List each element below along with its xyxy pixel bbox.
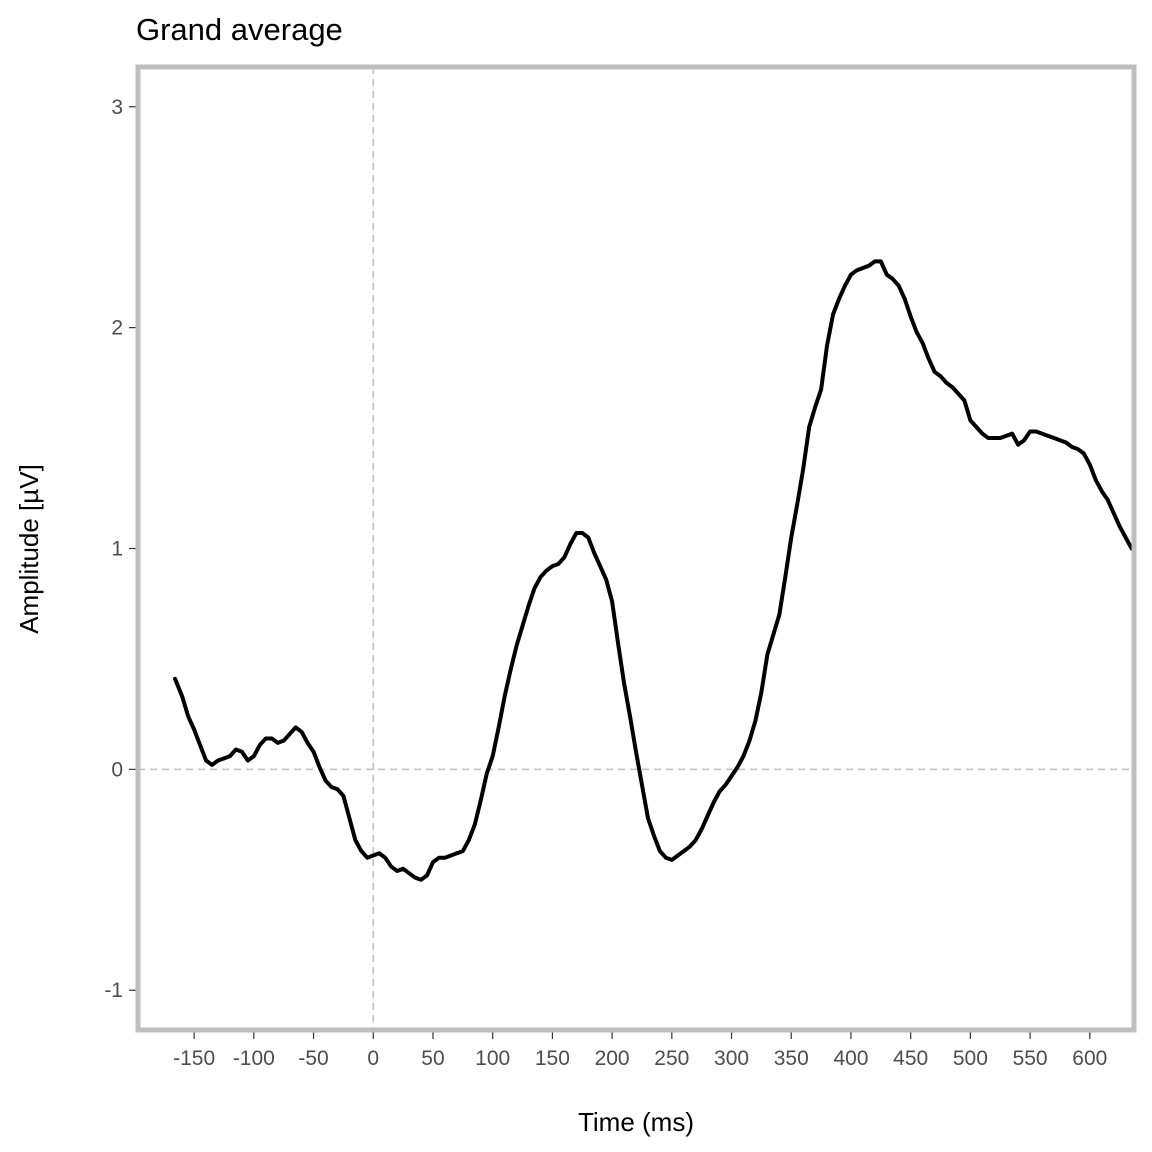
x-tick-label: 150 — [535, 1047, 570, 1070]
y-tick-label: 0 — [111, 758, 123, 781]
x-tick-label: 300 — [714, 1047, 749, 1070]
chart-title: Grand average — [136, 12, 343, 47]
x-tick-label: 250 — [654, 1047, 689, 1070]
y-axis: -1 0 1 2 3 — [104, 96, 136, 1002]
x-axis: -150 -100 -50 0 50 100 150 200 250 300 350 400 450 50… — [173, 1032, 1107, 1070]
x-tick-label: 400 — [833, 1047, 868, 1070]
y-tick-label: 2 — [111, 317, 123, 340]
x-tick-label: 600 — [1072, 1047, 1107, 1070]
x-tick-label: 500 — [953, 1047, 988, 1070]
x-tick-label: -150 — [173, 1047, 215, 1070]
x-tick-label: 0 — [367, 1047, 379, 1070]
x-tick-label: -100 — [233, 1047, 275, 1070]
x-tick-label: 100 — [475, 1047, 510, 1070]
plot-area — [138, 67, 1134, 1030]
y-axis-label: Amplitude [µV] — [14, 464, 44, 634]
y-tick-label: 3 — [111, 96, 123, 119]
y-tick-label: 1 — [111, 538, 123, 561]
x-tick-label: -50 — [298, 1047, 328, 1070]
x-tick-label: 350 — [774, 1047, 809, 1070]
y-tick-label: -1 — [104, 979, 123, 1002]
x-tick-label: 50 — [421, 1047, 444, 1070]
plot-panel-border — [135, 64, 1137, 1033]
x-axis-label: Time (ms) — [578, 1107, 694, 1137]
x-tick-label: 550 — [1013, 1047, 1048, 1070]
x-tick-label: 450 — [893, 1047, 928, 1070]
x-tick-label: 200 — [595, 1047, 630, 1070]
series-line — [173, 259, 1134, 882]
